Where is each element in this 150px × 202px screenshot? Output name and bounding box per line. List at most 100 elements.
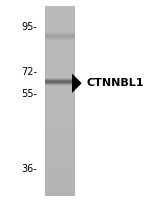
Bar [45, 14, 75, 15]
Bar [45, 39, 75, 40]
Text: 36-: 36- [22, 164, 38, 174]
Bar [45, 16, 75, 17]
Bar [45, 83, 75, 84]
Bar [45, 161, 75, 162]
Bar [45, 121, 75, 122]
Bar [45, 167, 75, 168]
Bar [45, 39, 75, 40]
Bar [45, 117, 75, 118]
Bar [45, 128, 75, 129]
Bar [45, 180, 75, 181]
Bar [45, 99, 75, 100]
Bar [45, 89, 75, 90]
Bar [45, 40, 75, 41]
Bar [45, 12, 75, 13]
Bar [45, 25, 75, 26]
Bar [45, 43, 75, 44]
Bar [45, 35, 75, 36]
Bar [45, 64, 75, 65]
Bar [45, 41, 75, 42]
Bar [45, 93, 75, 94]
Bar [45, 45, 75, 46]
Bar [45, 119, 75, 120]
Bar [45, 30, 75, 31]
Bar [45, 188, 75, 189]
Bar [45, 122, 75, 123]
Bar [45, 173, 75, 174]
Bar [45, 98, 75, 99]
Bar [45, 81, 75, 82]
Bar [45, 95, 75, 96]
Bar [45, 23, 75, 24]
Bar [45, 148, 75, 149]
Bar [45, 152, 75, 153]
Bar [45, 130, 75, 131]
Bar [45, 15, 75, 16]
Bar [45, 55, 75, 56]
Bar [45, 103, 75, 104]
Bar [45, 67, 75, 68]
Bar [45, 84, 75, 85]
Bar [45, 76, 75, 77]
Bar [45, 28, 75, 29]
Bar [45, 41, 75, 42]
Bar [45, 9, 75, 10]
Bar [45, 101, 75, 102]
Bar [45, 129, 75, 130]
Bar [45, 7, 75, 8]
Bar [45, 63, 75, 64]
Bar [45, 159, 75, 160]
Bar [45, 68, 75, 69]
Bar [45, 35, 75, 36]
Bar [45, 133, 75, 134]
Bar [45, 134, 75, 135]
Bar [45, 37, 75, 38]
Bar [45, 115, 75, 116]
Bar [45, 38, 75, 39]
Bar [45, 13, 75, 14]
Bar [45, 126, 75, 127]
Text: CTNNBL1: CTNNBL1 [86, 78, 144, 88]
Polygon shape [72, 74, 82, 93]
Bar [45, 30, 75, 31]
Bar [45, 100, 75, 101]
Bar [45, 78, 75, 79]
Text: 95-: 95- [22, 22, 38, 32]
Bar [45, 73, 75, 74]
Bar [45, 61, 75, 62]
Bar [45, 145, 75, 146]
Bar [45, 187, 75, 188]
Bar [45, 127, 75, 128]
Bar [45, 53, 75, 54]
Bar [45, 140, 75, 141]
Bar [45, 21, 75, 22]
Bar [45, 137, 75, 138]
Bar [45, 24, 75, 25]
Bar [45, 34, 75, 35]
Bar [45, 146, 75, 147]
Bar [45, 33, 75, 34]
Bar [45, 56, 75, 57]
Bar [45, 36, 75, 37]
Bar [45, 125, 75, 126]
Bar [45, 88, 75, 89]
Bar [45, 135, 75, 136]
Bar [45, 177, 75, 178]
Bar [45, 49, 75, 50]
Bar [45, 47, 75, 48]
Bar [45, 141, 75, 142]
Bar [45, 32, 75, 33]
Bar [45, 195, 75, 196]
Bar [45, 182, 75, 183]
Bar [45, 8, 75, 9]
Text: 55-: 55- [21, 89, 38, 99]
Bar [45, 111, 75, 112]
Bar [45, 91, 75, 92]
Bar [45, 120, 75, 121]
Bar [45, 72, 75, 73]
Bar [45, 65, 75, 66]
Bar [45, 86, 75, 87]
Bar [45, 175, 75, 176]
Bar [45, 18, 75, 19]
Bar [45, 90, 75, 91]
